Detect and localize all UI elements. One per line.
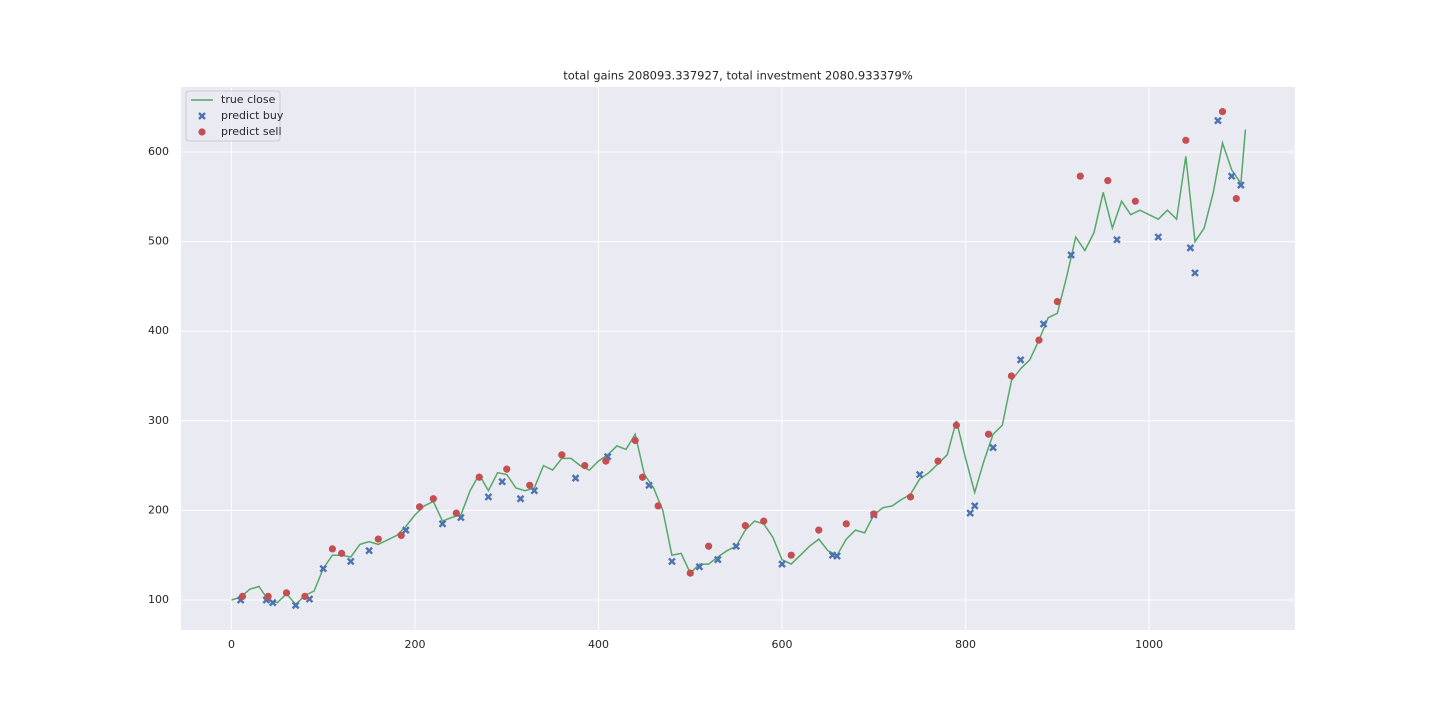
sell-marker — [741, 522, 749, 530]
buy-marker — [915, 470, 924, 479]
buy-marker — [530, 486, 539, 495]
buy-marker — [365, 546, 373, 555]
buy-marker — [438, 519, 447, 528]
sell-marker — [1182, 136, 1190, 144]
buy-marker — [498, 477, 507, 486]
sell-marker — [374, 535, 382, 543]
buy-marker — [1113, 235, 1121, 244]
sell-marker — [760, 517, 768, 525]
buy-marker — [778, 560, 786, 568]
buy-marker — [1214, 116, 1222, 125]
sell-marker — [301, 592, 309, 600]
y-tick-label: 400 — [148, 324, 169, 337]
sell-marker — [1053, 298, 1061, 306]
sell-marker — [654, 502, 662, 510]
sell-marker — [264, 592, 272, 600]
legend-label: predict buy — [221, 109, 284, 122]
buy-marker — [291, 601, 300, 610]
sell-marker — [282, 589, 291, 597]
sell-marker — [526, 481, 534, 489]
buy-marker — [516, 494, 525, 503]
sell-marker — [952, 421, 960, 429]
sell-marker — [870, 510, 878, 518]
buy-marker — [1191, 269, 1199, 277]
legend-label: true close — [221, 93, 276, 106]
buy-marker — [668, 557, 676, 566]
buy-marker — [1039, 320, 1048, 328]
y-tick-label: 500 — [148, 235, 169, 248]
buy-marker — [732, 542, 741, 551]
legend-box — [185, 90, 281, 142]
buy-marker — [1154, 233, 1163, 241]
sell-marker — [1076, 172, 1084, 180]
buy-marker — [713, 555, 722, 564]
sell-marker — [475, 473, 483, 481]
sell-marker — [1104, 177, 1112, 185]
buy-marker — [966, 509, 975, 517]
sell-marker — [558, 451, 566, 459]
buy-marker — [346, 557, 355, 566]
sell-marker — [638, 473, 647, 481]
price-line — [231, 129, 1247, 606]
sell-marker — [934, 457, 942, 465]
y-tick-label: 200 — [148, 503, 169, 516]
sell-marker — [452, 509, 460, 517]
sell-marker — [631, 436, 639, 445]
sell-marker — [984, 430, 993, 438]
sell-marker — [1131, 197, 1139, 205]
buy-marker — [970, 502, 979, 510]
sell-marker — [337, 549, 346, 557]
legend-swatch — [198, 128, 206, 136]
sell-marker — [397, 531, 405, 540]
sell-marker — [1232, 194, 1240, 203]
sell-marker — [602, 457, 610, 465]
buy-marker — [833, 552, 841, 560]
buy-marker — [319, 564, 328, 573]
buy-marker — [1016, 355, 1025, 364]
sell-marker — [1035, 336, 1043, 344]
sell-marker — [686, 569, 694, 577]
y-tick-label: 300 — [148, 414, 169, 427]
sell-marker — [906, 493, 915, 501]
buy-marker — [1227, 172, 1236, 181]
sell-marker — [1218, 108, 1227, 116]
sell-marker — [429, 495, 437, 503]
legend-label: predict sell — [221, 125, 282, 138]
buy-marker — [1067, 251, 1075, 259]
sell-marker — [787, 551, 795, 559]
buy-marker — [1186, 243, 1195, 252]
sell-marker — [842, 520, 850, 528]
y-tick-label: 600 — [148, 145, 169, 158]
buy-marker — [989, 443, 997, 452]
sell-marker — [415, 503, 424, 511]
sell-marker — [581, 461, 589, 470]
x-tick-label: 1000 — [1135, 638, 1163, 651]
sell-marker — [503, 465, 511, 473]
x-tick-label: 600 — [772, 638, 793, 651]
buy-marker — [645, 481, 653, 490]
buy-marker — [571, 474, 580, 482]
buy-marker — [484, 493, 493, 501]
sell-marker — [815, 526, 823, 534]
sell-marker — [238, 592, 247, 600]
legend: true close predict buy predict sell — [185, 90, 284, 142]
x-tick-label: 200 — [404, 638, 425, 651]
legend-swatch — [198, 112, 206, 120]
buy-marker — [401, 526, 410, 534]
sell-marker — [705, 542, 713, 550]
sell-marker — [1007, 372, 1016, 380]
x-tick-label: 0 — [228, 638, 235, 651]
chart-title: total gains 208093.337927, total investm… — [563, 69, 913, 83]
y-tick-label: 100 — [148, 593, 169, 606]
buy-marker — [695, 562, 704, 571]
buy-marker — [1237, 181, 1245, 189]
buy-marker — [268, 598, 277, 607]
x-tick-label: 800 — [955, 638, 976, 651]
x-tick-label: 400 — [588, 638, 609, 651]
sell-marker — [328, 545, 337, 553]
